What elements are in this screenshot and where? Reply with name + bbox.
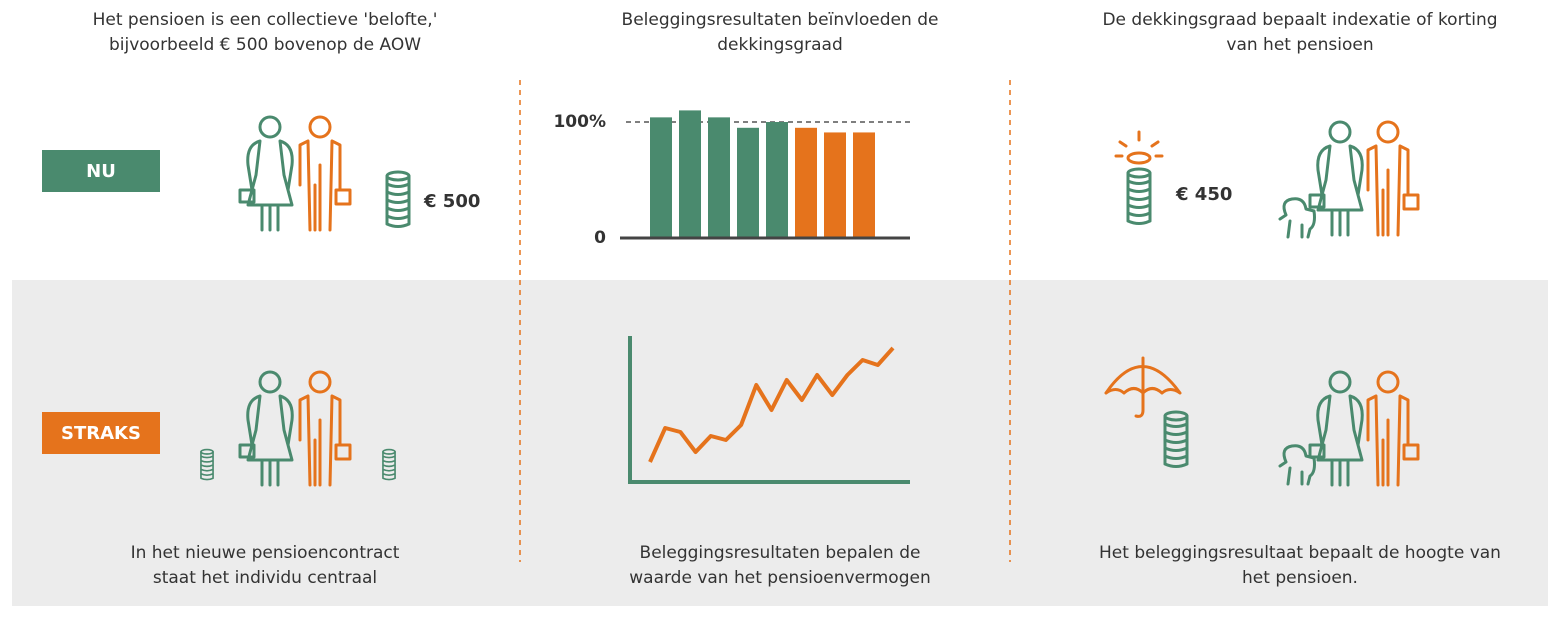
man-icon — [1368, 122, 1418, 235]
heading: bijvoorbeeld € 500 bovenop de AOW — [109, 35, 421, 55]
bar — [853, 132, 875, 238]
heading: van het pensioen — [1226, 35, 1373, 55]
now-label: NU — [86, 161, 116, 182]
heading: dekkingsgraad — [717, 35, 843, 55]
later-label: STRAKS — [61, 423, 141, 444]
bar — [708, 117, 730, 238]
infographic: Het pensioen is een collectieve 'belofte… — [0, 0, 1560, 619]
caption: Het beleggingsresultaat bepaalt de hoogt… — [1099, 543, 1501, 563]
caption: Beleggingsresultaten bepalen de — [640, 543, 921, 563]
caption: staat het individu centraal — [153, 568, 377, 588]
caption: het pensioen. — [1242, 568, 1358, 588]
coins-icon — [1128, 169, 1150, 224]
coin-icon — [1128, 153, 1150, 163]
coins-icon — [387, 172, 409, 227]
bar — [824, 132, 846, 238]
man-icon — [300, 117, 350, 230]
bar — [679, 110, 701, 238]
woman-icon — [240, 117, 292, 230]
bar — [650, 117, 672, 238]
heading: Beleggingsresultaten beïnvloeden de — [622, 10, 939, 30]
y-tick-label: 100% — [553, 112, 606, 132]
y-tick-label: 0 — [594, 228, 606, 248]
amount: € 500 — [423, 191, 480, 212]
heading: Het pensioen is een collectieve 'belofte… — [93, 10, 438, 30]
bar — [766, 122, 788, 238]
caption: waarde van het pensioenvermogen — [629, 568, 930, 588]
caption: In het nieuwe pensioencontract — [131, 543, 400, 563]
bar — [795, 128, 817, 238]
woman-icon — [1310, 122, 1362, 235]
bar — [737, 128, 759, 238]
amount: € 450 — [1175, 184, 1232, 205]
heading: De dekkingsgraad bepaalt indexatie of ko… — [1102, 10, 1497, 30]
